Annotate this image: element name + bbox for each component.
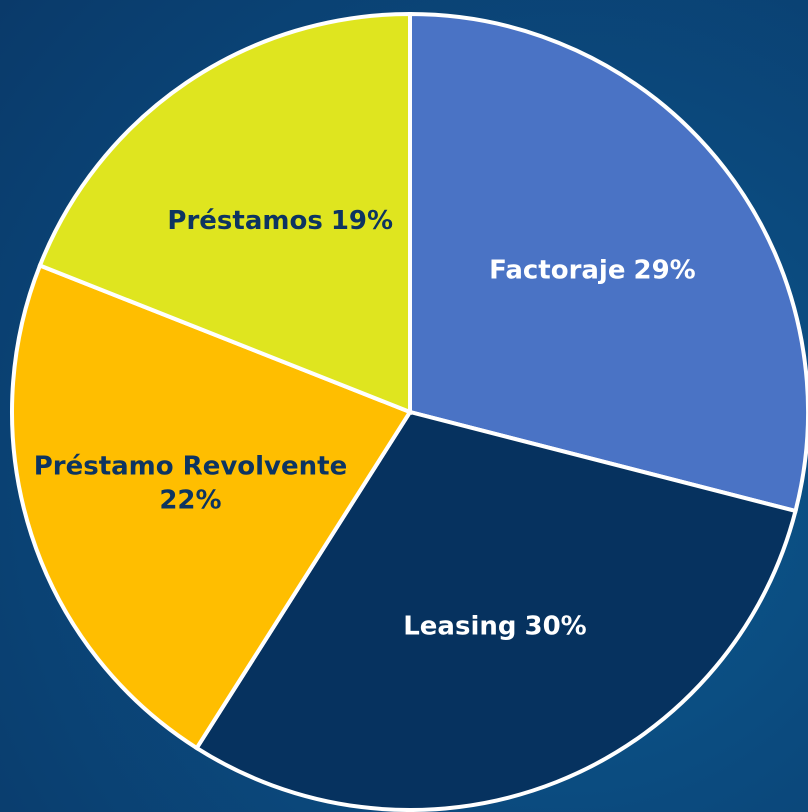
- slice-label: Leasing 30%: [403, 611, 587, 641]
- slice-value: 19%: [331, 206, 393, 236]
- slice-category: Préstamos: [167, 206, 322, 236]
- pie-slice: [10, 262, 413, 751]
- slice-label: Préstamos 19%: [167, 206, 393, 236]
- pie-slice: [193, 409, 798, 812]
- slice-category: Leasing: [403, 611, 516, 641]
- slice-label: Préstamo Revolvente 22%: [34, 451, 348, 515]
- slice-category: Préstamo Revolvente: [34, 451, 348, 481]
- slice-value: 29%: [633, 255, 695, 285]
- slice-value: 30%: [524, 611, 586, 641]
- slice-label: Factoraje 29%: [489, 255, 696, 285]
- pie-slice: [37, 11, 412, 415]
- slice-category: Factoraje: [489, 255, 625, 285]
- slice-value: 22%: [159, 485, 221, 515]
